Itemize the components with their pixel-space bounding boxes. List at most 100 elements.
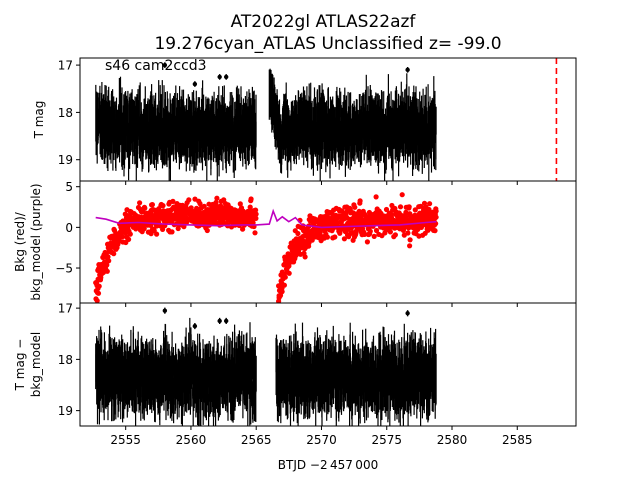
bkg-point — [137, 200, 143, 206]
bkg-point — [357, 198, 363, 204]
y-axis-label: bkg_model (purple) — [29, 183, 43, 300]
outlier-point — [162, 308, 168, 313]
bkg-point — [160, 203, 166, 209]
bkg-point — [406, 204, 412, 210]
bkg-point — [214, 195, 220, 201]
panel-corrected-magnitude: 17 18 19 2555 2560 2565 2570 2575 2580 2585 T mag … — [13, 302, 577, 447]
bkg-point — [367, 228, 373, 234]
y-tick-label: 0 — [65, 221, 73, 235]
bkg-point — [353, 231, 359, 237]
bkg-point — [407, 237, 413, 243]
bkg-point — [95, 290, 102, 296]
panel-background: 5 0 −5 Bkg (red)/bkg_model (purple) — [13, 180, 577, 307]
bkg-point — [432, 228, 438, 234]
y-tick-label: −5 — [55, 262, 73, 276]
y-tick-label: 18 — [58, 353, 73, 367]
data-segment — [281, 73, 437, 181]
bkg-point — [407, 243, 413, 249]
bkg-point — [119, 234, 126, 240]
bkg-point — [373, 227, 380, 234]
y-tick-label: 19 — [58, 153, 73, 167]
y-tick-label: 17 — [58, 59, 73, 73]
plot-area — [93, 192, 439, 303]
bkg-point — [427, 201, 433, 207]
bkg-point — [154, 231, 160, 237]
bkg-point — [104, 268, 110, 274]
bkg-point — [252, 230, 258, 236]
bkg-point — [126, 236, 132, 242]
bkg-point — [426, 206, 432, 213]
bkg-point — [397, 204, 404, 210]
bkg-point — [281, 282, 287, 288]
outlier-point — [223, 318, 229, 324]
data-segment — [275, 322, 437, 426]
y-tick-label: 17 — [58, 302, 73, 316]
data-segment — [268, 68, 283, 174]
outlier-point — [223, 74, 229, 80]
bkg-point — [341, 236, 347, 242]
bkg-point — [286, 270, 292, 276]
data-segment — [276, 192, 439, 303]
bkg-point — [253, 211, 259, 217]
panel-frame — [79, 180, 577, 304]
panel-frame — [79, 302, 577, 427]
y-tick-label: 19 — [58, 404, 73, 418]
bkg-point — [425, 227, 431, 233]
bkg-point — [104, 262, 110, 268]
bkg-point — [201, 203, 207, 209]
chart-title-line1: AT2022gl ATLAS22azf — [231, 12, 417, 32]
y-tick-label: 18 — [58, 106, 73, 120]
chart-title-line2: 19.276cyan_ATLAS Unclassified z= -99.0 — [154, 34, 501, 54]
bkg-point — [399, 192, 405, 198]
bkg-point — [433, 208, 439, 214]
data-segment — [93, 195, 259, 303]
bkg-point — [387, 229, 393, 235]
bkg-point — [253, 207, 259, 213]
bkg-point — [302, 254, 308, 260]
bkg-point — [237, 201, 243, 207]
y-tick-label: 5 — [65, 180, 73, 194]
bkg-point — [127, 231, 133, 237]
bkg-point — [248, 196, 254, 202]
bkg-point — [405, 230, 411, 236]
bkg-point — [392, 232, 398, 238]
bkg-point — [197, 201, 203, 207]
outlier-point — [217, 74, 222, 80]
outlier-point — [217, 318, 222, 324]
sector-annotation: s46 cam2ccd3 — [105, 58, 207, 74]
y-axis-label: Bkg (red)/ — [13, 211, 27, 272]
outlier-point — [192, 323, 198, 329]
bkg-point — [371, 233, 377, 239]
bkg-point — [149, 202, 155, 208]
bkg-point — [96, 283, 102, 289]
bkg-point — [433, 214, 439, 220]
bkg-point — [170, 198, 176, 204]
bkg-point — [105, 254, 111, 260]
bkg-point — [361, 231, 368, 237]
x-tick-label: 2575 — [371, 433, 402, 447]
bkg-point — [142, 205, 148, 211]
y-axis-label: bkg_model — [29, 332, 43, 398]
bkg-point — [364, 239, 370, 245]
bkg-point — [412, 207, 418, 213]
bkg-point — [383, 206, 390, 213]
bkg-point — [111, 251, 117, 257]
bkg-point — [141, 226, 147, 232]
plot-area — [95, 58, 558, 181]
x-axis-label: BTJD −2 457 000 — [278, 458, 378, 472]
bkg-point — [169, 229, 175, 235]
bkg-point — [418, 203, 424, 209]
panel-magnitude: 17 18 19 T mag — [32, 57, 577, 185]
x-tick-label: 2585 — [502, 433, 533, 447]
outlier-point — [405, 311, 410, 316]
bkg-point — [94, 298, 100, 303]
bkg-point — [247, 204, 253, 210]
y-axis-label: T mag — [32, 101, 46, 140]
data-segment — [95, 317, 257, 426]
bkg-point — [403, 209, 409, 215]
bkg-point — [352, 204, 358, 210]
x-tick-label: 2555 — [110, 433, 141, 447]
outlier-point — [192, 81, 198, 87]
outlier-point — [405, 67, 410, 73]
